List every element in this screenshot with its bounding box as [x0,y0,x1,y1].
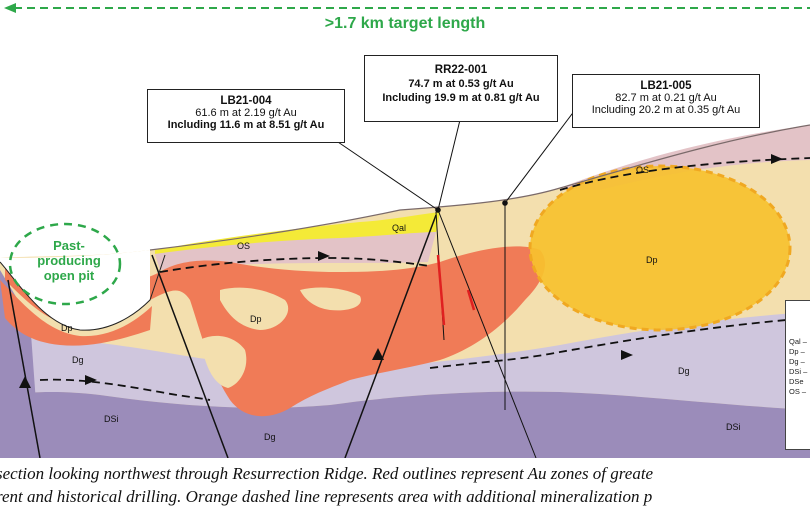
contact-arrow-1 [318,251,330,261]
callout-rr22-001-title: RR22-001 [434,64,488,76]
callout-rr22-001-line1: 74.7 m at 0.53 g/t Au [408,78,514,90]
unit-label-dg-left: Dg [72,355,84,365]
callout-lb21-005-line1: 82.7 m at 0.21 g/t Au [615,92,717,104]
dg-unit [0,312,810,410]
legend-item-os: OS – [789,387,807,396]
contact-dg-dsi-left [39,378,211,401]
callout-lb21-004-line2: Including 11.6 m at 8.51 g/t Au [167,119,325,131]
contact-os-dp-right [559,157,810,191]
legend: Qal – Dp – Dg – DSi – DSe OS – [785,300,810,450]
pit-label-line2: producing [37,253,101,268]
os-left-unit [155,232,436,270]
dp-pale-pocket-1 [220,287,289,330]
callout-lb21-005: LB21-005 82.7 m at 0.21 g/t Au Including… [572,74,760,128]
contact-dp-dg-right [429,317,810,369]
unit-label-dsi-left: DSi [104,414,119,424]
unit-label-dg-right: Dg [678,366,690,376]
dp-pale-pocket-2 [300,287,361,311]
contact-arrow-4 [85,375,97,385]
target-length-label: >1.7 km target length [324,15,486,32]
figure-caption: section looking northwest through Resurr… [0,462,810,508]
unit-label-dsi-right: DSi [726,422,741,432]
fault-left [7,279,41,458]
leader-lb21-004 [334,139,439,211]
dp-pale-pocket-3 [200,335,247,388]
unit-label-dp-center: Dp [250,314,262,324]
pit-label: Past- producing open pit [20,238,118,283]
unit-label-qal: Qal [392,223,407,233]
callout-rr22-001: RR22-001 74.7 m at 0.53 g/t Au Including… [364,55,558,122]
callout-lb21-004: LB21-004 61.6 m at 2.19 g/t Au Including… [147,89,345,143]
caption-line1: section looking northwest through Resurr… [0,464,654,483]
fault-center-right [344,214,437,458]
legend-item-dp: Dp – [789,347,805,356]
unit-label-dg-bottom: Dg [264,432,276,442]
contact-arrow-3 [621,350,633,360]
pit-label-line3: open pit [43,268,95,283]
caption-line2: rent and historical drilling. Orange das… [0,487,653,506]
legend-item-dg: Dg – [789,357,805,366]
dsi-unit [0,391,810,458]
legend-item-qal: Qal – [789,337,807,346]
legend-item-dse: DSe [789,377,804,386]
callout-lb21-004-title: LB21-004 [220,95,272,107]
fault-arrow-left [19,376,31,388]
pit-surface-line [0,254,166,331]
unit-label-dp-pit: Dp [61,323,73,333]
qal-unit [155,212,440,254]
fault-center-left [151,254,229,458]
contact-os-dp-left [159,257,431,273]
unit-label-os-left: OS [237,241,251,251]
geology-layers [0,124,810,458]
unit-label-dp-right: Dp [646,255,658,265]
fault-arrow-center [372,348,384,360]
pit-label-line1: Past- [53,238,85,253]
pit-outline-ellipse [8,222,122,306]
leader-rr22-001 [437,119,461,211]
callout-lb21-005-title: LB21-005 [640,80,692,92]
legend-item-dsi: DSi – [789,367,808,376]
topography-line [149,124,810,251]
unit-label-os-right: OS [636,165,650,175]
contact-arrow-2 [771,154,783,164]
leader-lb21-005 [504,109,576,204]
callout-lb21-005-line2: Including 20.2 m at 0.35 g/t Au [591,104,741,116]
mineralization-target-zone [528,164,792,332]
callout-lb21-004-line1: 61.6 m at 2.19 g/t Au [195,107,297,119]
pit-depression [0,250,150,331]
callout-rr22-001-line2: Including 19.9 m at 0.81 g/t Au [382,92,540,104]
pit-dp-band [0,280,152,346]
target-length-arrow [4,3,810,13]
